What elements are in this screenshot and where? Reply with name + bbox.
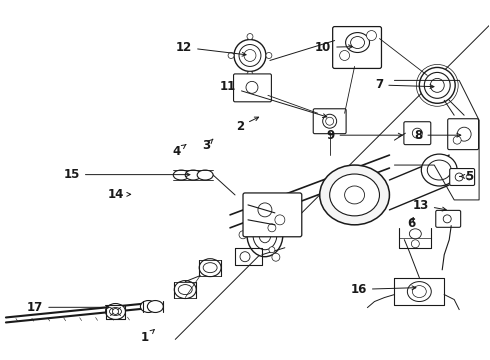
Text: 2: 2 [236, 117, 259, 133]
Ellipse shape [407, 282, 431, 302]
Ellipse shape [178, 285, 192, 294]
Ellipse shape [413, 128, 422, 138]
Ellipse shape [413, 285, 426, 298]
Ellipse shape [453, 136, 461, 144]
Ellipse shape [455, 173, 463, 181]
Ellipse shape [330, 174, 379, 216]
Ellipse shape [326, 117, 334, 125]
Ellipse shape [113, 309, 119, 315]
Ellipse shape [239, 231, 247, 239]
Ellipse shape [244, 50, 256, 62]
Text: 14: 14 [107, 188, 131, 201]
Ellipse shape [174, 280, 196, 298]
Text: 1: 1 [141, 329, 154, 344]
Text: 3: 3 [202, 139, 213, 152]
Ellipse shape [419, 67, 455, 103]
Ellipse shape [466, 174, 472, 180]
FancyBboxPatch shape [448, 119, 479, 150]
Ellipse shape [409, 229, 421, 239]
Ellipse shape [240, 252, 250, 262]
Text: 11: 11 [220, 80, 327, 118]
Ellipse shape [272, 253, 280, 261]
Ellipse shape [319, 165, 390, 225]
Ellipse shape [247, 33, 253, 40]
Ellipse shape [457, 127, 471, 141]
Ellipse shape [443, 215, 451, 223]
FancyBboxPatch shape [404, 122, 431, 145]
Text: 16: 16 [350, 283, 416, 296]
Ellipse shape [268, 224, 276, 232]
Ellipse shape [367, 31, 376, 41]
Ellipse shape [147, 301, 163, 312]
Ellipse shape [234, 40, 266, 71]
Text: 10: 10 [315, 41, 352, 54]
Ellipse shape [246, 81, 258, 93]
Text: 9: 9 [326, 129, 402, 142]
Ellipse shape [323, 114, 337, 128]
Ellipse shape [197, 170, 213, 180]
Text: 6: 6 [407, 216, 415, 230]
Ellipse shape [345, 32, 369, 53]
Ellipse shape [259, 227, 271, 243]
Ellipse shape [247, 213, 283, 257]
Ellipse shape [228, 53, 234, 58]
FancyBboxPatch shape [234, 74, 271, 102]
Ellipse shape [203, 263, 217, 273]
Ellipse shape [173, 170, 189, 180]
Ellipse shape [350, 37, 365, 49]
FancyBboxPatch shape [436, 210, 461, 227]
Ellipse shape [185, 170, 201, 180]
Text: 13: 13 [413, 199, 446, 212]
Text: 4: 4 [172, 144, 186, 158]
Text: 17: 17 [27, 301, 109, 314]
FancyBboxPatch shape [313, 109, 346, 134]
Ellipse shape [239, 45, 261, 67]
Text: 5: 5 [460, 170, 474, 183]
Ellipse shape [412, 240, 419, 248]
Ellipse shape [340, 50, 349, 60]
Ellipse shape [141, 301, 156, 312]
Ellipse shape [272, 208, 280, 216]
FancyBboxPatch shape [333, 27, 382, 68]
FancyBboxPatch shape [450, 168, 475, 185]
Text: 12: 12 [176, 41, 246, 56]
Ellipse shape [344, 186, 365, 204]
FancyBboxPatch shape [243, 193, 302, 237]
Ellipse shape [266, 53, 272, 58]
Ellipse shape [427, 160, 451, 180]
Ellipse shape [424, 72, 450, 98]
Text: 15: 15 [64, 168, 190, 181]
Ellipse shape [253, 220, 277, 250]
Text: 8: 8 [414, 129, 461, 142]
Ellipse shape [110, 307, 122, 315]
Ellipse shape [269, 247, 275, 253]
Ellipse shape [247, 71, 253, 77]
Ellipse shape [430, 78, 444, 92]
Ellipse shape [199, 259, 221, 276]
Ellipse shape [421, 154, 457, 186]
Ellipse shape [105, 303, 125, 319]
Ellipse shape [258, 203, 272, 217]
Ellipse shape [275, 215, 285, 225]
Text: 7: 7 [375, 78, 434, 91]
